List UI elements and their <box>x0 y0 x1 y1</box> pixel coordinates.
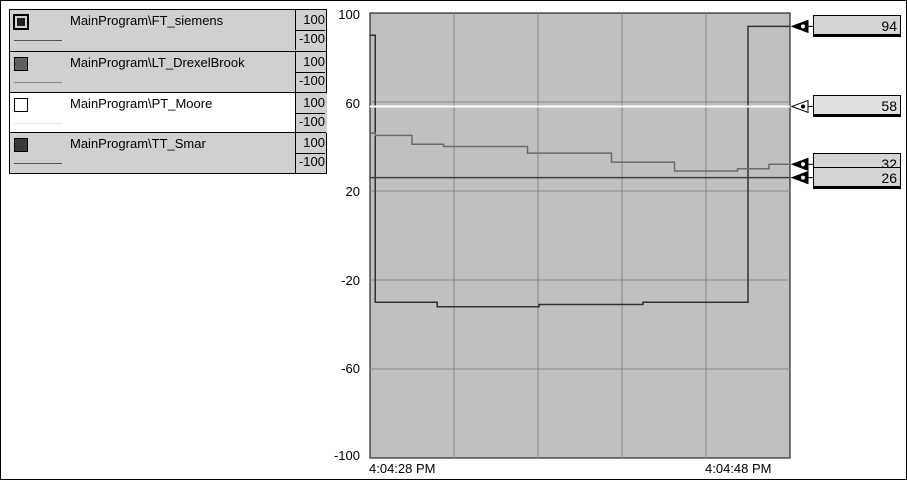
plot-area <box>369 12 791 459</box>
value-pointer-filled-icon <box>790 157 809 172</box>
legend-range: 100 -100 <box>295 52 327 92</box>
legend-range-max: 100 <box>303 95 325 110</box>
pen-line-sample <box>14 40 62 41</box>
x-tick-label: 4:04:28 PM <box>369 461 436 476</box>
value-pointer-filled-icon <box>790 19 809 34</box>
legend-range: 100 -100 <box>295 93 327 133</box>
legend-range-max: 100 <box>303 54 325 69</box>
legend-range-max: 100 <box>303 12 325 27</box>
legend-range-min: -100 <box>296 113 325 129</box>
y-tick-label: 100 <box>338 7 360 22</box>
pen-line-sample <box>14 123 62 124</box>
series-line <box>370 132 790 172</box>
pointer-dot-icon <box>801 175 805 180</box>
series-line <box>370 25 790 308</box>
filled-square-icon <box>14 138 28 152</box>
legend-item-tt-smar[interactable]: MainProgram\TT_Smar 100 -100 <box>10 132 326 173</box>
pen-line-sample <box>14 82 62 83</box>
legend-tag-label: MainProgram\FT_siemens <box>70 13 224 28</box>
legend-range-max: 100 <box>303 135 325 150</box>
y-tick-label: -100 <box>333 448 360 463</box>
value-pointer-hollow-icon <box>790 99 809 114</box>
legend-item-pt-moore[interactable]: MainProgram\PT_Moore 100 -100 <box>10 92 327 133</box>
empty-square-icon <box>14 98 28 112</box>
legend-tag-label: MainProgram\TT_Smar <box>70 136 206 151</box>
current-value-ft-siemens: 94 <box>813 15 901 38</box>
legend-range-min: -100 <box>296 30 325 46</box>
y-tick-label: 20 <box>345 184 360 199</box>
y-tick-label: 60 <box>345 96 360 111</box>
y-tick-label: -60 <box>341 361 360 376</box>
y-tick-label: -20 <box>341 273 360 288</box>
legend-range: 100 -100 <box>295 133 327 173</box>
filled-square-icon <box>14 57 28 71</box>
legend-item-ft-siemens[interactable]: MainProgram\FT_siemens 100 -100 <box>10 10 326 50</box>
legend-range: 100 -100 <box>295 10 327 50</box>
legend-range-min: -100 <box>296 72 325 88</box>
pointer-dot-icon <box>801 104 805 109</box>
value-pointer-filled-icon <box>790 170 809 185</box>
pointer-dot-icon <box>801 162 805 167</box>
legend-range-min: -100 <box>296 153 325 169</box>
x-tick-label: 4:04:48 PM <box>705 461 772 476</box>
current-value-pt-moore: 58 <box>813 95 901 118</box>
pen-line-sample <box>14 163 62 164</box>
trend-legend: MainProgram\FT_siemens 100 -100 MainProg… <box>9 9 327 174</box>
filled-square-icon <box>13 14 29 30</box>
current-value-tt-smar: 26 <box>813 166 901 189</box>
pointer-dot-icon <box>801 24 805 29</box>
legend-item-lt-drexelbrook[interactable]: MainProgram\LT_DrexelBrook 100 -100 <box>10 51 326 92</box>
legend-tag-label: MainProgram\PT_Moore <box>70 96 213 111</box>
legend-tag-label: MainProgram\LT_DrexelBrook <box>70 55 245 70</box>
